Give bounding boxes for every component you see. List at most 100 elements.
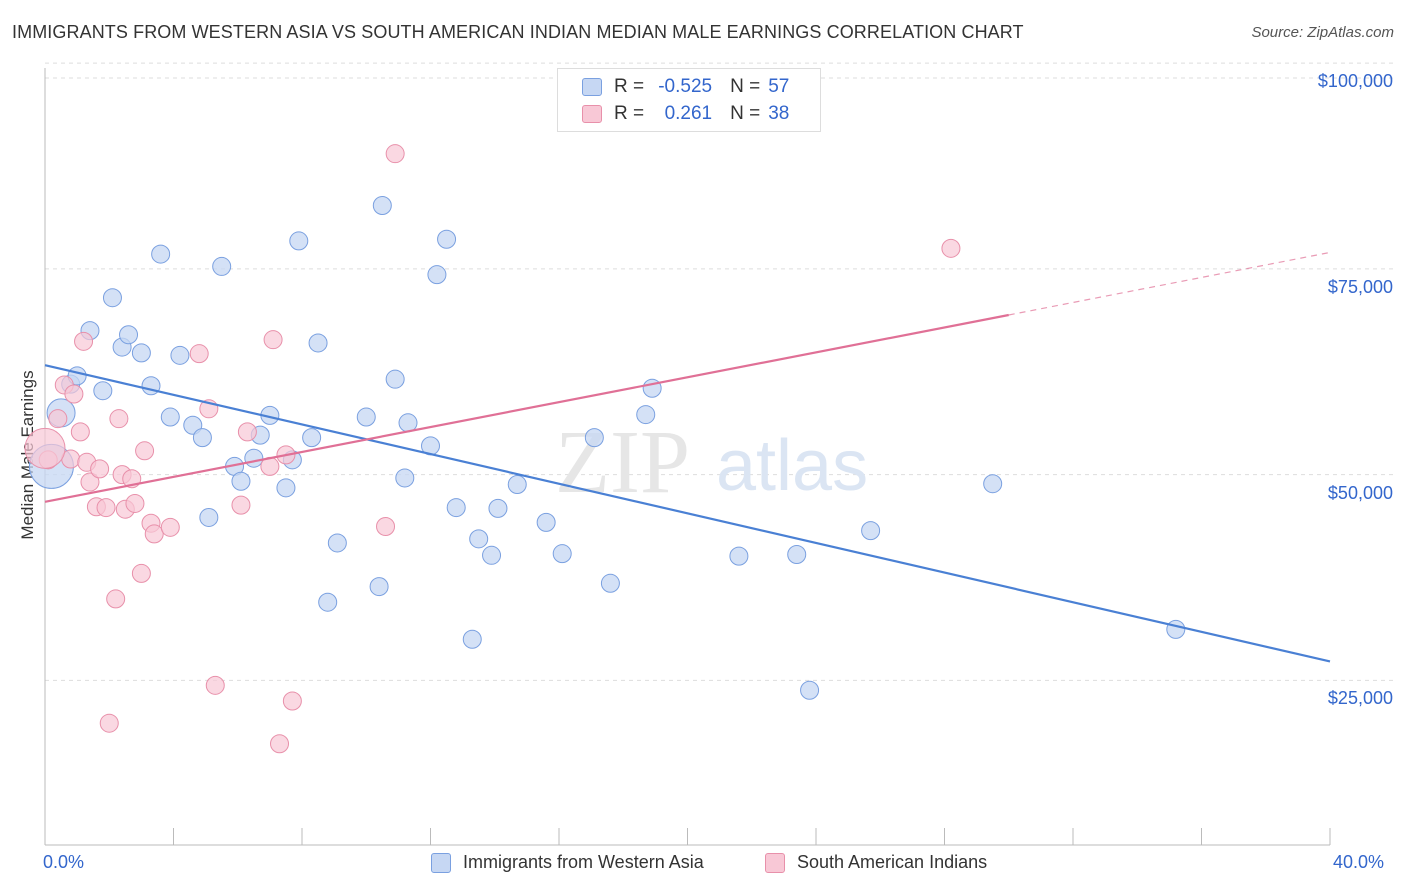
point-western-asia [318,592,338,612]
watermark-atlas: atlas [716,426,868,506]
n-value: 38 [768,103,790,124]
chart-title: IMMIGRANTS FROM WESTERN ASIA VS SOUTH AM… [12,22,1024,42]
point-south-american-indians [109,409,129,429]
point-south-american-indians [96,498,116,518]
point-western-asia [102,288,122,308]
legend-item-western-asia[interactable]: Immigrants from Western Asia [431,852,704,873]
point-western-asia [308,333,328,353]
point-western-asia [800,680,820,700]
legend-label: South American Indians [797,852,988,872]
point-south-american-indians [24,427,66,469]
point-south-american-indians [90,459,110,479]
n-label: N = [730,76,761,97]
point-western-asia [462,629,482,649]
r-label: R = [614,76,645,97]
r-label: R = [614,103,645,124]
point-south-american-indians [99,713,119,733]
watermark: ZIP atlas [555,413,868,512]
point-western-asia [160,407,180,427]
legend-item-south-american-indians[interactable]: South American Indians [765,852,987,873]
stats-swatch-pink [582,105,602,123]
trendline-south-american-indians-extension [1008,251,1331,316]
legend-swatch-blue [431,852,451,873]
point-south-american-indians [941,238,961,258]
point-western-asia [302,428,322,448]
point-south-american-indians [80,472,100,492]
point-western-asia [119,325,139,345]
point-western-asia [636,405,656,425]
point-western-asia [289,231,309,251]
watermark-zip: ZIP [555,413,690,512]
point-western-asia [372,196,392,216]
x-max-label: 40.0% [1333,852,1385,872]
point-western-asia [131,343,151,363]
point-south-american-indians [376,516,396,536]
point-western-asia [427,265,447,285]
stats-box: R = -0.525 N = 57 R = 0.261 N = 38 [557,68,821,132]
y-tick-label: $25,000 [1327,688,1393,709]
point-south-american-indians [64,384,84,404]
legend-label: Immigrants from Western Asia [463,852,704,872]
stats-swatch-blue [582,78,602,96]
trendline-south-american-indians [44,313,1009,503]
point-western-asia [552,544,572,564]
point-western-asia [584,428,604,448]
point-south-american-indians [160,517,180,537]
point-western-asia [385,369,405,389]
point-western-asia [437,229,457,249]
n-value: 57 [768,76,790,97]
point-western-asia [151,244,171,264]
point-south-american-indians [135,441,155,461]
point-western-asia [356,407,376,427]
legend: Immigrants from Western Asia South Ameri… [0,852,1406,878]
x-ticks [44,828,1331,845]
point-western-asia [170,345,190,365]
point-south-american-indians [131,563,151,583]
source-label: Source: ZipAtlas.com [1251,24,1394,41]
point-western-asia [482,545,502,565]
point-western-asia [369,577,389,597]
r-value: -0.525 [658,76,713,97]
y-tick-label: $75,000 [1327,276,1393,297]
r-value: 0.261 [664,103,713,124]
point-western-asia [488,498,508,518]
legend-swatch-pink [765,852,785,873]
point-western-asia [729,546,749,566]
point-south-american-indians [189,344,209,364]
stats-row-pink: R = 0.261 N = 38 [582,101,800,127]
point-western-asia [244,448,264,468]
point-south-american-indians [144,524,164,544]
point-south-american-indians [74,331,94,351]
point-south-american-indians [282,691,302,711]
point-western-asia [600,573,620,593]
point-western-asia [231,471,251,491]
point-south-american-indians [125,493,145,513]
point-western-asia [861,521,881,541]
point-western-asia [192,428,212,448]
y-tick-label: $100,000 [1317,71,1393,92]
point-western-asia [395,468,415,488]
y-tick-label: $50,000 [1327,482,1393,503]
point-western-asia [507,475,527,495]
point-south-american-indians [205,675,225,695]
point-south-american-indians [48,409,68,429]
point-western-asia [983,474,1003,494]
trendlines [44,251,1331,663]
point-western-asia [276,478,296,498]
point-western-asia [199,507,219,527]
point-western-asia [212,256,232,276]
point-western-asia [469,529,489,549]
point-western-asia [93,381,113,401]
point-western-asia [327,533,347,553]
point-south-american-indians [385,144,405,164]
trendline-western-asia [44,364,1331,663]
series-south-american-indians [24,144,961,754]
point-south-american-indians [237,422,257,442]
point-south-american-indians [263,330,283,350]
point-south-american-indians [70,422,90,442]
point-western-asia [446,498,466,518]
point-south-american-indians [231,495,251,515]
point-south-american-indians [270,734,290,754]
point-south-american-indians [106,589,126,609]
